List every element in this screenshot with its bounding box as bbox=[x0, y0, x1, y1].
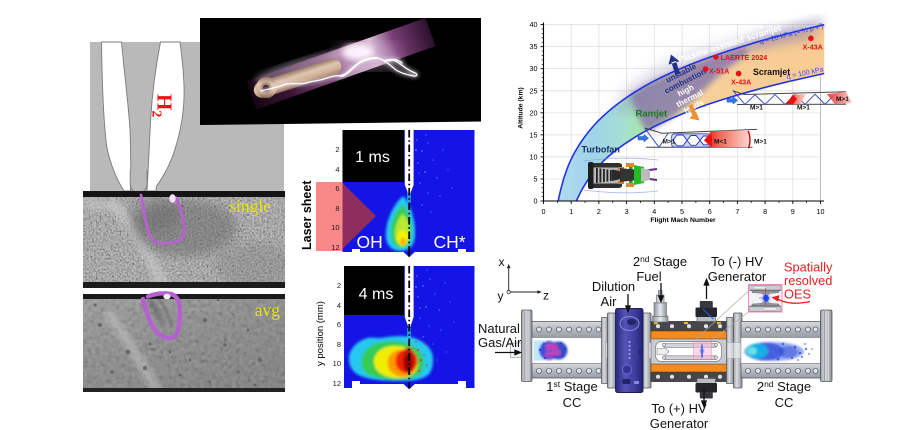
svg-text:y position (mm): y position (mm) bbox=[315, 301, 326, 366]
svg-text:15: 15 bbox=[530, 130, 538, 139]
svg-text:Natural: Natural bbox=[478, 321, 520, 336]
svg-text:40: 40 bbox=[530, 20, 538, 29]
svg-text:6: 6 bbox=[708, 207, 712, 216]
svg-text:35: 35 bbox=[530, 42, 538, 51]
svg-text:CC: CC bbox=[563, 395, 582, 410]
svg-text:0: 0 bbox=[542, 207, 546, 216]
svg-text:7: 7 bbox=[735, 207, 739, 216]
svg-text:2: 2 bbox=[337, 281, 341, 290]
svg-text:Gas/Air: Gas/Air bbox=[478, 335, 522, 350]
svg-text:10: 10 bbox=[817, 207, 825, 216]
svg-text:To (+) HV: To (+) HV bbox=[651, 401, 707, 416]
svg-text:6: 6 bbox=[337, 320, 341, 329]
svg-text:2: 2 bbox=[597, 207, 601, 216]
svg-text:4: 4 bbox=[652, 207, 656, 216]
svg-text:1st Stage: 1st Stage bbox=[546, 379, 597, 394]
svg-text:Turbofan: Turbofan bbox=[582, 145, 620, 155]
svg-text:X-43A: X-43A bbox=[731, 78, 751, 87]
svg-text:3: 3 bbox=[625, 207, 629, 216]
svg-text:10: 10 bbox=[530, 152, 538, 161]
svg-text:avg: avg bbox=[255, 300, 281, 320]
svg-text:M<1: M<1 bbox=[714, 139, 727, 146]
svg-text:Flight Mach Number: Flight Mach Number bbox=[650, 217, 716, 224]
svg-text:resolved: resolved bbox=[784, 273, 832, 288]
svg-text:M>1: M>1 bbox=[663, 139, 676, 146]
svg-text:z: z bbox=[543, 289, 549, 303]
svg-text:5: 5 bbox=[680, 207, 684, 216]
svg-text:y: y bbox=[498, 289, 504, 303]
svg-text:Air: Air bbox=[601, 294, 618, 309]
svg-text:M>1: M>1 bbox=[754, 139, 767, 146]
svg-text:25: 25 bbox=[530, 86, 538, 95]
svg-text:X-51A: X-51A bbox=[709, 67, 729, 76]
svg-text:Spatially: Spatially bbox=[784, 260, 833, 275]
svg-text:4: 4 bbox=[337, 301, 341, 310]
svg-text:12: 12 bbox=[331, 243, 339, 252]
svg-text:30: 30 bbox=[530, 64, 538, 73]
svg-text:CH*: CH* bbox=[434, 232, 466, 252]
svg-text:2: 2 bbox=[335, 145, 339, 154]
svg-text:Laser sheet: Laser sheet bbox=[300, 180, 314, 250]
svg-text:Altitude (km): Altitude (km) bbox=[518, 87, 525, 129]
svg-text:0: 0 bbox=[534, 197, 538, 206]
svg-text:8: 8 bbox=[337, 340, 341, 349]
svg-text:M>1: M>1 bbox=[836, 96, 849, 103]
svg-text:8: 8 bbox=[335, 204, 339, 213]
svg-text:4 ms: 4 ms bbox=[359, 286, 394, 303]
svg-text:10: 10 bbox=[331, 223, 339, 232]
svg-text:Fuel: Fuel bbox=[636, 269, 661, 284]
svg-text:X-43A: X-43A bbox=[803, 43, 823, 52]
svg-text:1 ms: 1 ms bbox=[355, 149, 390, 166]
svg-text:Generator: Generator bbox=[708, 269, 767, 284]
svg-text:Generator: Generator bbox=[650, 416, 709, 430]
svg-text:20: 20 bbox=[530, 108, 538, 117]
svg-text:x: x bbox=[499, 255, 505, 269]
svg-text:OH: OH bbox=[357, 232, 383, 252]
svg-text:6: 6 bbox=[335, 184, 339, 193]
svg-text:M>1: M>1 bbox=[797, 105, 810, 112]
svg-text:1: 1 bbox=[569, 207, 573, 216]
svg-text:single: single bbox=[229, 196, 271, 216]
svg-text:LAERTE 2024: LAERTE 2024 bbox=[721, 53, 768, 62]
svg-text:CC: CC bbox=[775, 395, 794, 410]
svg-text:OES: OES bbox=[784, 287, 811, 302]
svg-text:9: 9 bbox=[791, 207, 795, 216]
svg-text:8: 8 bbox=[763, 207, 767, 216]
svg-text:10: 10 bbox=[333, 359, 341, 368]
svg-text:Ramjet: Ramjet bbox=[636, 109, 669, 120]
svg-text:5: 5 bbox=[534, 175, 538, 184]
svg-text:To (-) HV: To (-) HV bbox=[711, 254, 763, 269]
svg-text:Dilution: Dilution bbox=[592, 279, 635, 294]
svg-text:4: 4 bbox=[335, 165, 339, 174]
svg-text:2nd Stage: 2nd Stage bbox=[757, 379, 811, 394]
svg-text:M>1: M>1 bbox=[750, 105, 763, 112]
svg-text:2nd Stage: 2nd Stage bbox=[633, 254, 687, 269]
svg-text:Scramjet: Scramjet bbox=[753, 67, 790, 77]
svg-text:12: 12 bbox=[333, 379, 341, 388]
